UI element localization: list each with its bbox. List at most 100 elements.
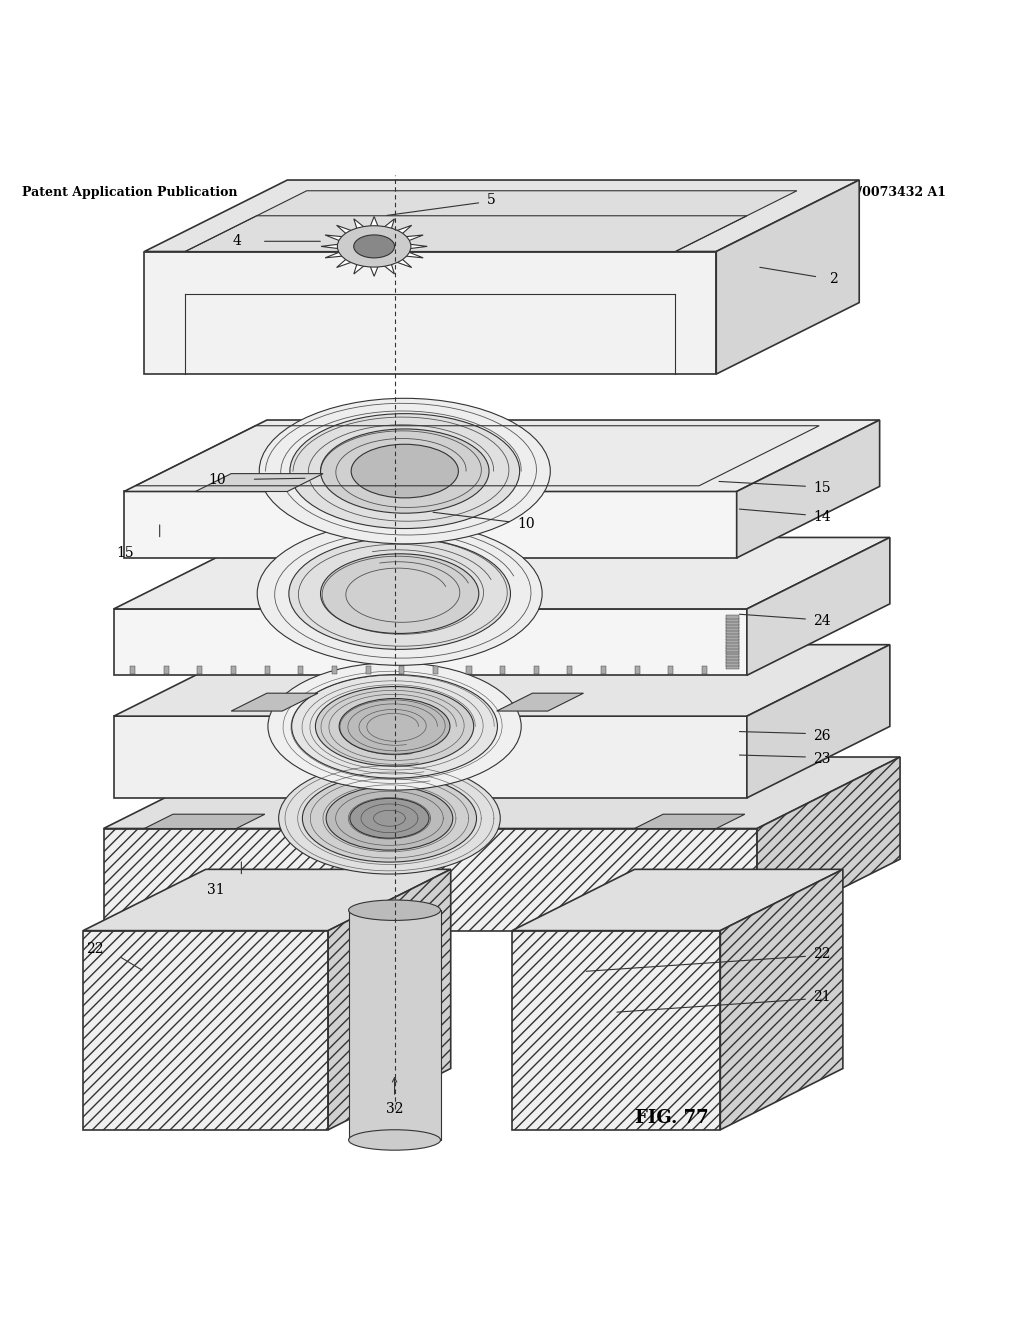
Bar (264, 667, 269, 675)
Bar (348, 911, 440, 1140)
Ellipse shape (268, 663, 521, 791)
Ellipse shape (259, 399, 550, 544)
Text: 10: 10 (209, 474, 226, 487)
Bar (726, 627, 738, 631)
Text: 24: 24 (813, 614, 830, 628)
Text: 32: 32 (386, 1102, 403, 1117)
Ellipse shape (351, 445, 459, 498)
Ellipse shape (292, 675, 498, 779)
Text: 15: 15 (813, 482, 830, 495)
Text: US 2010/0073432 A1: US 2010/0073432 A1 (798, 186, 946, 199)
Bar (726, 653, 738, 657)
Bar (164, 667, 169, 675)
Ellipse shape (302, 775, 476, 862)
Bar (726, 636, 738, 640)
Bar (500, 667, 505, 675)
Text: Patent Application Publication: Patent Application Publication (22, 186, 238, 199)
Ellipse shape (321, 429, 489, 513)
Polygon shape (720, 870, 843, 1130)
Bar (198, 667, 203, 675)
Polygon shape (83, 931, 328, 1130)
Text: 10: 10 (517, 517, 535, 531)
Bar (669, 667, 674, 675)
Bar (726, 615, 738, 619)
Text: 4: 4 (232, 234, 242, 248)
Polygon shape (124, 420, 880, 491)
Text: 23: 23 (813, 752, 830, 766)
Bar (726, 663, 738, 667)
Ellipse shape (353, 235, 394, 257)
Bar (726, 665, 738, 669)
Text: 22: 22 (813, 948, 830, 961)
Bar (726, 656, 738, 660)
Ellipse shape (326, 787, 453, 850)
Polygon shape (103, 756, 900, 829)
Text: 2: 2 (828, 272, 838, 286)
Polygon shape (114, 644, 890, 717)
Text: 15: 15 (117, 545, 134, 560)
Bar (399, 667, 404, 675)
Bar (231, 667, 237, 675)
Text: FIG. 77: FIG. 77 (635, 1109, 709, 1126)
Bar (601, 667, 606, 675)
Ellipse shape (290, 413, 519, 528)
Polygon shape (144, 814, 265, 829)
Polygon shape (746, 537, 890, 676)
Polygon shape (322, 216, 427, 276)
Bar (726, 624, 738, 628)
Polygon shape (716, 180, 859, 374)
Polygon shape (757, 756, 900, 931)
Polygon shape (736, 420, 880, 558)
Polygon shape (114, 609, 746, 676)
Polygon shape (231, 693, 318, 711)
Text: 26: 26 (813, 729, 830, 743)
Ellipse shape (257, 521, 542, 665)
Bar (726, 651, 738, 655)
Ellipse shape (350, 799, 429, 838)
Polygon shape (512, 870, 843, 931)
Bar (130, 667, 135, 675)
Bar (332, 667, 337, 675)
Text: 21: 21 (813, 990, 830, 1005)
Polygon shape (746, 644, 890, 797)
Bar (534, 667, 539, 675)
Ellipse shape (348, 1130, 440, 1150)
Polygon shape (114, 537, 890, 609)
Polygon shape (196, 474, 324, 491)
Ellipse shape (348, 900, 440, 920)
Polygon shape (185, 191, 797, 252)
Text: Mar. 25, 2010  Sheet 50 of 72: Mar. 25, 2010 Sheet 50 of 72 (286, 186, 494, 199)
Bar (635, 667, 640, 675)
Bar (726, 620, 738, 626)
Bar (726, 644, 738, 648)
Polygon shape (328, 870, 451, 1130)
Bar (701, 667, 707, 675)
Ellipse shape (279, 763, 501, 874)
Bar (467, 667, 472, 675)
Bar (726, 642, 738, 645)
Text: 22: 22 (86, 942, 103, 956)
Bar (726, 639, 738, 643)
Bar (567, 667, 572, 675)
Text: 31: 31 (207, 883, 224, 896)
Bar (726, 659, 738, 664)
Polygon shape (497, 693, 584, 711)
Text: 5: 5 (486, 194, 496, 207)
Bar (726, 632, 738, 636)
Polygon shape (144, 252, 716, 374)
Bar (726, 630, 738, 634)
Bar (366, 667, 371, 675)
Polygon shape (114, 717, 746, 797)
Ellipse shape (339, 698, 450, 754)
Polygon shape (103, 829, 757, 931)
Bar (726, 618, 738, 622)
Bar (298, 667, 303, 675)
Ellipse shape (321, 554, 479, 634)
Polygon shape (144, 180, 859, 252)
Text: 14: 14 (813, 510, 831, 524)
Bar (433, 667, 438, 675)
Ellipse shape (315, 686, 474, 766)
Polygon shape (83, 870, 451, 931)
Polygon shape (512, 931, 720, 1130)
Ellipse shape (337, 226, 411, 267)
